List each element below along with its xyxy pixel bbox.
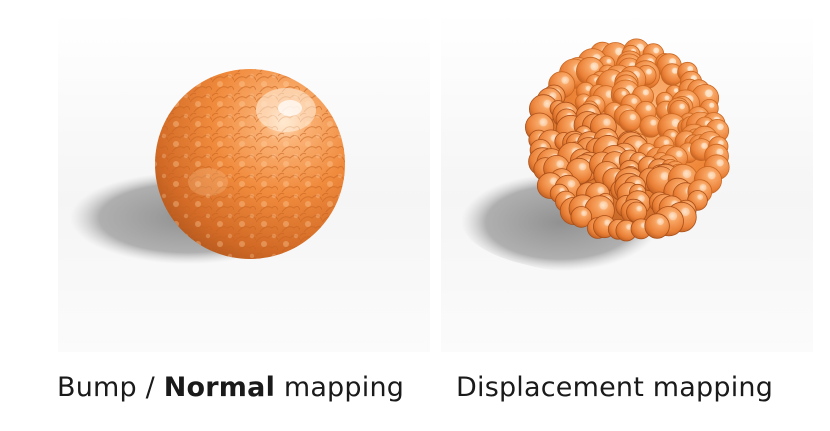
caption-suffix: mapping [275,372,405,403]
bump-highlight [590,62,599,71]
bump-highlight [679,103,685,110]
bump-highlight [539,118,548,127]
bump-highlight [556,160,564,168]
bump-highlight [650,119,657,126]
bump-highlight [687,66,694,72]
bump-highlight [681,207,690,216]
displacement-mapping-caption: Displacement mapping [456,366,773,410]
bump-highlight [716,148,724,156]
caption-text: Displacement mapping [456,372,774,403]
bump-highlight [716,159,724,167]
bump-highlight [697,194,704,200]
bump-highlight [674,88,679,93]
bump-highlight [660,172,669,181]
bump-highlight [631,98,638,104]
bump-highlight [642,89,649,96]
surface-bump [644,213,670,239]
bump-highlight [672,67,679,74]
bump-highlight [615,47,624,56]
bump-highlight [646,68,652,75]
bump-normal-mapping-caption: Bump / Normal mapping [57,366,404,410]
bump-highlight [701,142,708,149]
bump-highlight [669,58,677,65]
bump-highlight [599,201,608,210]
bump-highlight [670,132,676,138]
displacement-mapping-render [441,12,813,352]
bump-highlight [581,210,588,217]
bump-highlight [603,118,611,126]
bump-highlight [585,85,591,91]
caption-bold-word: Normal [163,372,276,403]
bump-highlight [699,184,707,191]
bump-highlight [645,105,652,111]
bump-highlight [668,212,678,221]
surface-bump [570,206,593,228]
bump-highlight [561,76,569,84]
sphere [525,38,730,242]
bump-highlight [709,102,715,108]
bump-highlight [636,205,643,212]
sphere [155,69,345,259]
bump-highlight [567,180,576,188]
bump-highlight [579,163,587,171]
bump-highlight [597,186,605,194]
bump-highlight [543,99,552,108]
bump-highlight [604,219,611,226]
caption-prefix: Bump / [57,372,164,403]
bump-highlight [664,95,670,101]
bump-highlight [682,169,692,179]
bump-highlight [657,218,664,226]
bump-highlight [708,171,716,180]
bump-mapping-render [58,12,430,352]
bump-highlight [606,58,612,64]
bump-highlight [705,89,713,98]
bump-highlight [653,47,660,54]
bump-highlight [621,91,627,96]
bump-highlight [717,123,724,130]
bump-highlight [630,114,636,121]
bump-highlight [663,139,670,146]
bump-highlight [638,195,645,203]
bump-highlight [676,150,683,158]
surface-bump [618,109,642,133]
